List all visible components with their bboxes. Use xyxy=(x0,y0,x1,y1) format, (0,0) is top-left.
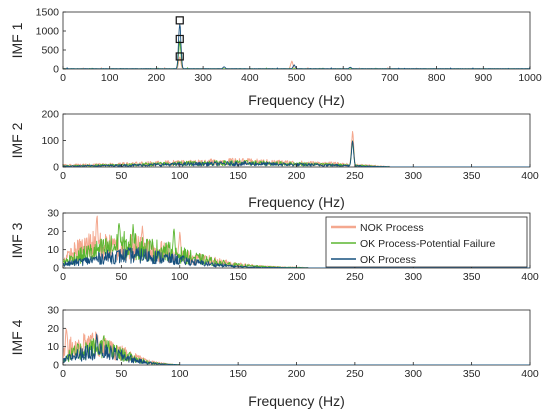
plot-area xyxy=(62,11,531,70)
x-tick-label: 300 xyxy=(404,368,422,380)
x-tick-label: 400 xyxy=(241,72,259,84)
x-tick-label: 400 xyxy=(521,170,539,182)
y-tick-label: 30 xyxy=(47,208,59,220)
y-tick-label: 100 xyxy=(41,135,59,147)
y-tick-label: 20 xyxy=(47,226,59,238)
panel-imf-2: 0 50 100 150 200 250 300 350 400 0 100 200 IMF 2 Freq… xyxy=(9,109,539,211)
legend-box xyxy=(325,216,528,268)
x-tick-label: 150 xyxy=(229,271,247,283)
y-tick-label: 200 xyxy=(41,109,59,121)
legend-entry: NOK Process xyxy=(360,222,424,234)
x-tick-label: 100 xyxy=(101,72,119,84)
y-axis-label: IMF 3 xyxy=(9,222,25,258)
y-tick-label: 10 xyxy=(47,341,59,353)
legend-entry: OK Process-Potential Failure xyxy=(360,238,496,250)
plot-area xyxy=(62,309,531,366)
y-tick-label: 1000 xyxy=(36,26,60,38)
x-tick-label: 250 xyxy=(346,170,364,182)
x-tick-label: 200 xyxy=(288,368,306,380)
x-tick-label: 300 xyxy=(194,72,212,84)
y-tick-label: 0 xyxy=(53,263,59,275)
y-tick-label: 30 xyxy=(47,305,59,317)
y-tick-label: 20 xyxy=(47,323,59,335)
y-tick-label: 500 xyxy=(41,45,59,57)
y-tick-label: 1500 xyxy=(36,7,60,19)
x-tick-label: 50 xyxy=(116,271,128,283)
x-tick-label: 150 xyxy=(229,170,247,182)
x-tick-label: 350 xyxy=(463,368,481,380)
x-tick-label: 200 xyxy=(148,72,166,84)
x-tick-label: 0 xyxy=(60,271,66,283)
legend: NOK Process OK Process-Potential Failure O… xyxy=(325,216,528,268)
x-tick-label: 100 xyxy=(171,271,189,283)
x-tick-label: 500 xyxy=(288,72,306,84)
x-axis-label: Frequency (Hz) xyxy=(248,92,344,108)
x-tick-label: 250 xyxy=(346,271,364,283)
x-axis-label: Frequency (Hz) xyxy=(248,194,344,210)
x-tick-label: 0 xyxy=(60,368,66,380)
x-tick-label: 700 xyxy=(381,72,399,84)
x-tick-label: 600 xyxy=(334,72,352,84)
y-tick-label: 0 xyxy=(53,360,59,372)
x-tick-label: 250 xyxy=(346,368,364,380)
x-tick-label: 900 xyxy=(475,72,493,84)
x-tick-label: 1000 xyxy=(518,72,542,84)
y-axis-label: IMF 2 xyxy=(9,122,25,158)
y-tick-label: 0 xyxy=(53,64,59,76)
x-tick-label: 400 xyxy=(521,368,539,380)
y-axis-label: IMF 4 xyxy=(9,319,25,355)
x-tick-label: 0 xyxy=(60,72,66,84)
x-tick-label: 50 xyxy=(116,368,128,380)
x-tick-label: 0 xyxy=(60,170,66,182)
x-axis-label: Frequency (Hz) xyxy=(248,393,344,409)
x-tick-label: 300 xyxy=(404,170,422,182)
x-tick-label: 350 xyxy=(463,170,481,182)
x-tick-label: 100 xyxy=(171,170,189,182)
x-tick-label: 150 xyxy=(229,368,247,380)
panel-imf-3: 0 50 100 150 200 250 300 350 400 0 10 20 30 IMF 3 NOK … xyxy=(9,208,539,284)
y-axis-label: IMF 1 xyxy=(9,22,25,58)
x-tick-label: 350 xyxy=(463,271,481,283)
panel-imf-4: 0 50 100 150 200 250 300 350 400 0 10 20 30 IMF 4 Freq… xyxy=(9,305,539,410)
x-tick-label: 400 xyxy=(521,271,539,283)
x-tick-label: 50 xyxy=(116,170,128,182)
y-tick-label: 0 xyxy=(53,162,59,174)
x-tick-label: 200 xyxy=(288,271,306,283)
legend-entry: OK Process xyxy=(360,254,416,266)
panel-imf-1: 0 100 200 300 400 500 600 700 800 900 1000 0 500 1000… xyxy=(9,7,542,109)
peak-marker xyxy=(175,16,184,25)
x-tick-label: 800 xyxy=(428,72,446,84)
peak-marker xyxy=(175,52,184,61)
x-tick-label: 200 xyxy=(288,170,306,182)
peak-marker xyxy=(175,34,184,44)
x-tick-label: 100 xyxy=(171,368,189,380)
y-tick-label: 10 xyxy=(47,244,59,256)
x-tick-label: 300 xyxy=(404,271,422,283)
plot-area xyxy=(62,113,531,168)
